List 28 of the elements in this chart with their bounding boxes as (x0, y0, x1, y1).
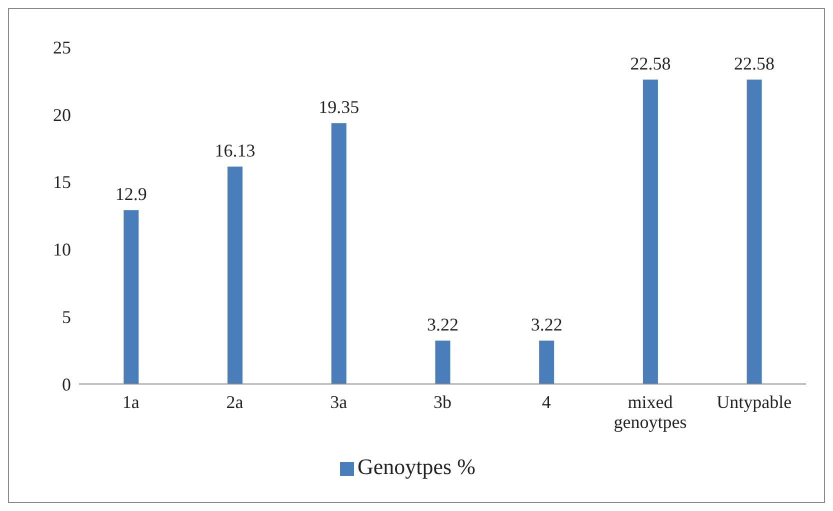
data-label: 12.9 (115, 184, 147, 204)
data-label: 19.35 (318, 97, 360, 118)
bar (228, 166, 243, 384)
data-label: 22.58 (630, 54, 671, 74)
x-tick-label: 3b (434, 392, 452, 412)
bar (435, 340, 450, 384)
bar (331, 123, 346, 384)
bar (746, 80, 762, 384)
bar (539, 340, 554, 384)
data-label: 16.13 (214, 140, 256, 161)
bar (124, 210, 139, 384)
bar (642, 80, 658, 384)
x-tick-label: 3a (330, 392, 348, 412)
y-tick-label: 20 (53, 104, 71, 125)
data-label: 22.58 (734, 54, 775, 74)
x-tick-label: 4 (542, 392, 551, 412)
data-label: 3.22 (530, 314, 562, 335)
x-tick-label: Untypable (716, 392, 792, 412)
y-tick-label: 0 (62, 374, 71, 394)
x-tick-label: 2a (226, 392, 244, 412)
legend-label: Genoytpes % (358, 454, 476, 479)
y-tick-label: 10 (53, 240, 71, 260)
y-tick-label: 5 (62, 306, 71, 327)
x-tick-label: 1a (122, 392, 140, 412)
y-tick-label: 15 (53, 172, 71, 192)
y-tick-label: 25 (53, 37, 71, 58)
x-tick-label: mixed genoytpes (614, 392, 687, 432)
data-label: 3.22 (426, 314, 458, 335)
